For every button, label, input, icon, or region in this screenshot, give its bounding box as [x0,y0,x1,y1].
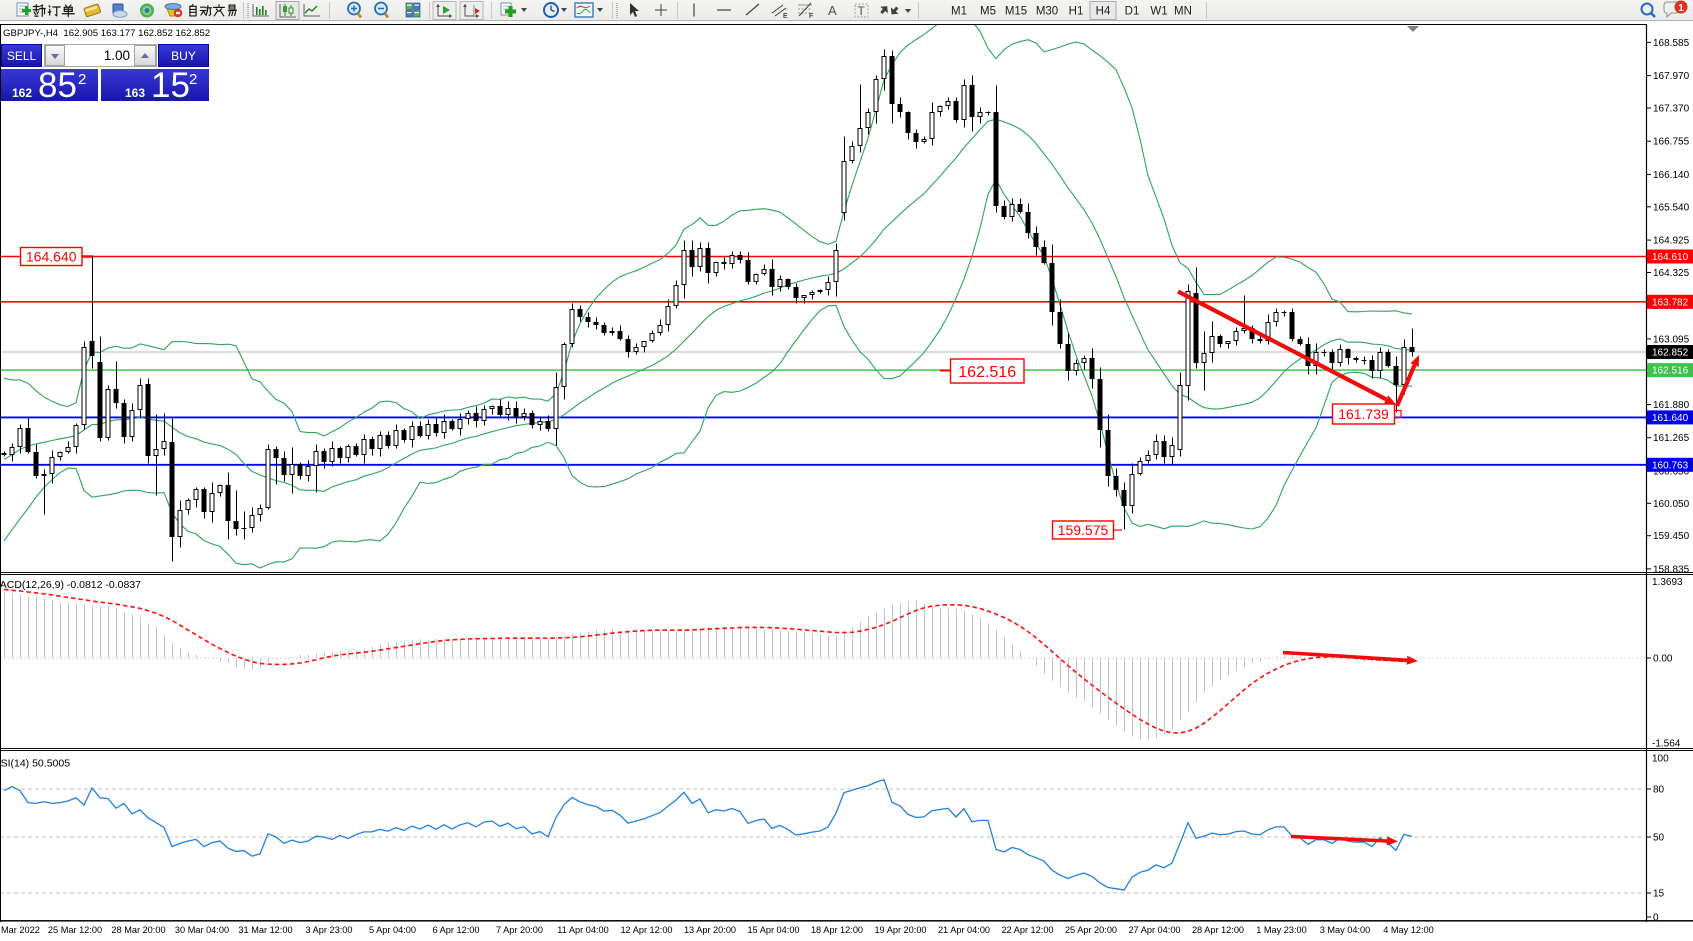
svg-text:162.516: 162.516 [1652,366,1689,377]
svg-text:160.050: 160.050 [1653,499,1690,510]
svg-text:13 Apr 20:00: 13 Apr 20:00 [684,925,736,935]
svg-text:160.763: 160.763 [1652,460,1689,471]
svg-text:D1: D1 [1125,6,1140,18]
svg-text:E: E [783,13,788,20]
svg-text:5 Apr 04:00: 5 Apr 04:00 [369,925,416,935]
svg-text:159.575: 159.575 [1058,522,1109,538]
svg-text:Mar 2022: Mar 2022 [1,925,40,935]
svg-text:22 Apr 12:00: 22 Apr 12:00 [1001,925,1053,935]
svg-text:31 Mar 12:00: 31 Mar 12:00 [238,925,292,935]
svg-text:168.585: 168.585 [1653,38,1690,49]
svg-text:F: F [809,13,813,20]
svg-text:19 Apr 20:00: 19 Apr 20:00 [874,925,926,935]
svg-text:30 Mar 04:00: 30 Mar 04:00 [175,925,229,935]
svg-text:MACD(12,26,9) -0.0812 -0.0837: MACD(12,26,9) -0.0812 -0.0837 [0,579,141,591]
svg-text:100: 100 [1652,754,1669,765]
svg-text:80: 80 [1653,785,1665,796]
svg-text:H1: H1 [1069,6,1084,18]
svg-text:MN: MN [1174,6,1192,18]
svg-text:M30: M30 [1036,6,1058,18]
svg-text:162.516: 162.516 [958,364,1016,381]
svg-text:164.925: 164.925 [1653,236,1690,247]
svg-text:3 May 04:00: 3 May 04:00 [1320,925,1371,935]
svg-text:M5: M5 [980,6,996,18]
svg-text:M1: M1 [951,6,967,18]
svg-text:158.835: 158.835 [1653,564,1690,575]
svg-text:165.540: 165.540 [1653,202,1690,213]
svg-text:161.265: 161.265 [1653,433,1690,444]
svg-text:162.852: 162.852 [1652,348,1689,359]
svg-text:164.610: 164.610 [1652,252,1689,263]
svg-text:166.755: 166.755 [1653,137,1690,148]
svg-text:163.782: 163.782 [1652,297,1689,308]
svg-text:25 Mar 12:00: 25 Mar 12:00 [48,925,102,935]
svg-text:12 Apr 12:00: 12 Apr 12:00 [620,925,672,935]
svg-text:1 May 23:00: 1 May 23:00 [1256,925,1307,935]
svg-text:28 Apr 12:00: 28 Apr 12:00 [1192,925,1244,935]
svg-text:167.970: 167.970 [1653,71,1690,82]
svg-text:18 Apr 12:00: 18 Apr 12:00 [811,925,863,935]
svg-text:-1.564: -1.564 [1652,739,1681,750]
svg-text:164.640: 164.640 [26,249,77,265]
svg-text:161.640: 161.640 [1652,413,1689,424]
svg-text:161.739: 161.739 [1338,406,1389,422]
svg-text:27 Apr 04:00: 27 Apr 04:00 [1128,925,1180,935]
svg-text:1: 1 [1678,3,1684,14]
svg-text:7 Apr 20:00: 7 Apr 20:00 [496,925,543,935]
svg-text:15: 15 [1653,889,1665,900]
svg-text:6 Apr 12:00: 6 Apr 12:00 [433,925,480,935]
svg-text:50: 50 [1653,833,1665,844]
svg-text:RSI(14) 50.5005: RSI(14) 50.5005 [0,758,70,770]
svg-text:M15: M15 [1005,6,1027,18]
svg-text:25 Apr 20:00: 25 Apr 20:00 [1065,925,1117,935]
svg-text:163.095: 163.095 [1653,334,1690,345]
svg-text:15 Apr 04:00: 15 Apr 04:00 [747,925,799,935]
svg-text:28 Mar 20:00: 28 Mar 20:00 [111,925,165,935]
svg-text:0: 0 [1653,913,1659,924]
svg-text:H4: H4 [1096,6,1111,18]
svg-text:166.140: 166.140 [1653,170,1690,181]
svg-text:21 Apr 04:00: 21 Apr 04:00 [938,925,990,935]
svg-text:T: T [858,4,866,18]
svg-text:159.450: 159.450 [1653,531,1690,542]
svg-text:167.370: 167.370 [1653,104,1690,115]
svg-text:W1: W1 [1150,6,1167,18]
svg-text:1.3693: 1.3693 [1652,577,1683,588]
svg-text:160.650: 160.650 [1653,466,1690,477]
svg-text:0.00: 0.00 [1653,654,1673,665]
svg-text:A: A [828,3,837,18]
svg-text:161.880: 161.880 [1653,400,1690,411]
svg-text:11 Apr 04:00: 11 Apr 04:00 [557,925,608,935]
svg-text:3 Apr 23:00: 3 Apr 23:00 [306,925,353,935]
svg-text:4 May 12:00: 4 May 12:00 [1383,925,1434,935]
svg-text:164.325: 164.325 [1653,268,1690,279]
